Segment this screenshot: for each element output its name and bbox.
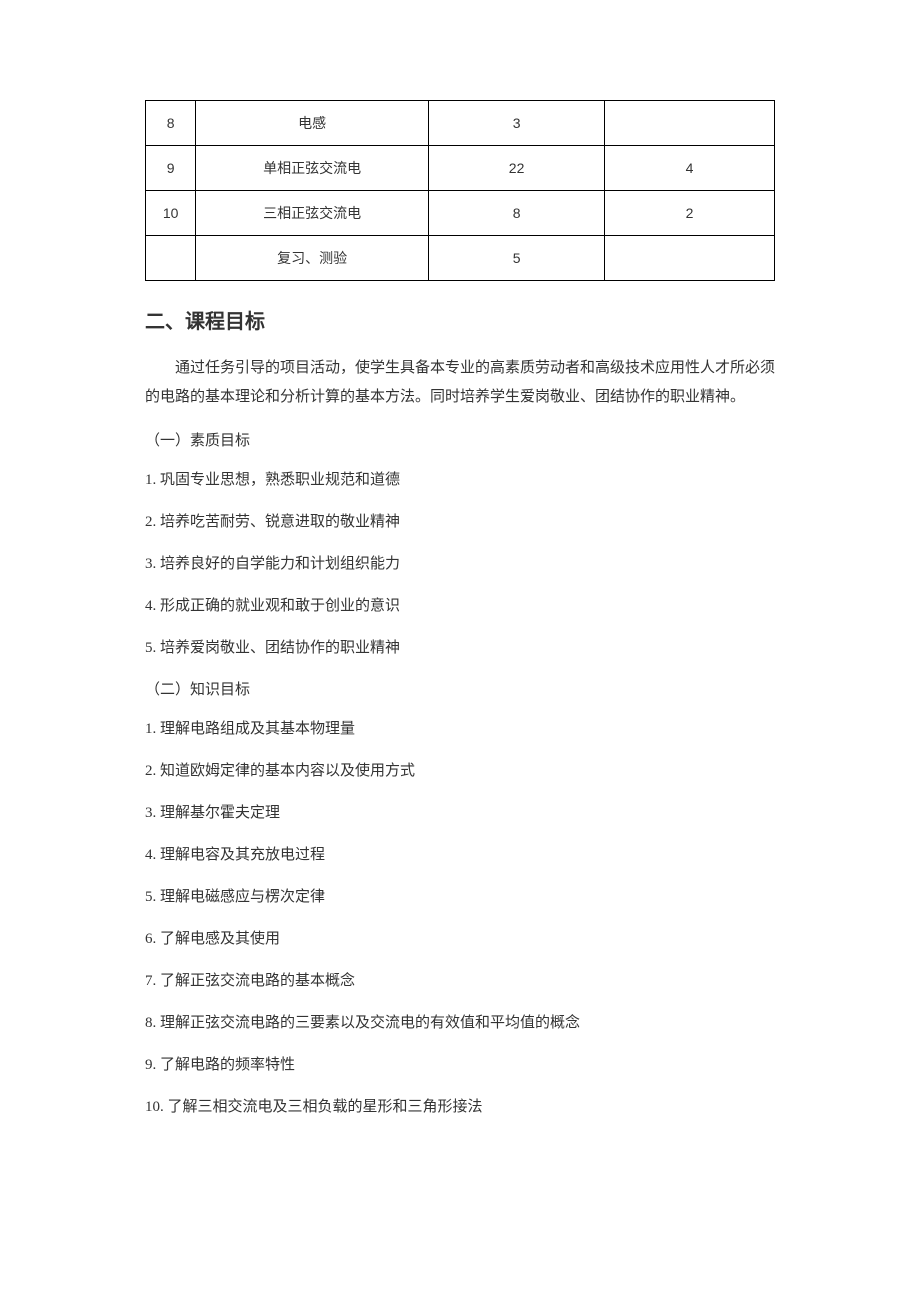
row-hours: 22 [429,146,605,191]
list-item: 5. 培养爱岗敬业、团结协作的职业精神 [145,636,775,660]
list-item: 4. 形成正确的就业观和敢于创业的意识 [145,594,775,618]
list-item: 2. 知道欧姆定律的基本内容以及使用方式 [145,759,775,783]
row-hours: 5 [429,236,605,281]
list-item: 4. 理解电容及其充放电过程 [145,843,775,867]
subsection-title: （二）知识目标 [145,678,775,699]
list-item: 6. 了解电感及其使用 [145,927,775,951]
row-topic: 电感 [196,101,429,146]
row-topic: 复习、测验 [196,236,429,281]
row-extra: 2 [605,191,775,236]
row-number: 9 [146,146,196,191]
row-hours: 3 [429,101,605,146]
list-item: 1. 理解电路组成及其基本物理量 [145,717,775,741]
list-item: 3. 理解基尔霍夫定理 [145,801,775,825]
row-extra: 4 [605,146,775,191]
table-row: 8 电感 3 [146,101,775,146]
section-heading: 二、课程目标 [145,305,775,334]
intro-paragraph: 通过任务引导的项目活动，使学生具备本专业的高素质劳动者和高级技术应用性人才所必须… [145,354,775,411]
list-item: 9. 了解电路的频率特性 [145,1053,775,1077]
list-item: 5. 理解电磁感应与楞次定律 [145,885,775,909]
row-topic: 单相正弦交流电 [196,146,429,191]
subsection-title: （一）素质目标 [145,429,775,450]
table-row: 复习、测验 5 [146,236,775,281]
list-item: 7. 了解正弦交流电路的基本概念 [145,969,775,993]
list-item: 1. 巩固专业思想，熟悉职业规范和道德 [145,468,775,492]
row-number [146,236,196,281]
row-hours: 8 [429,191,605,236]
list-item: 10. 了解三相交流电及三相负载的星形和三角形接法 [145,1095,775,1119]
table-row: 9 单相正弦交流电 22 4 [146,146,775,191]
list-item: 2. 培养吃苦耐劳、锐意进取的敬业精神 [145,510,775,534]
row-number: 8 [146,101,196,146]
row-extra [605,236,775,281]
list-item: 3. 培养良好的自学能力和计划组织能力 [145,552,775,576]
list-item: 8. 理解正弦交流电路的三要素以及交流电的有效值和平均值的概念 [145,1011,775,1035]
table-row: 10 三相正弦交流电 8 2 [146,191,775,236]
row-topic: 三相正弦交流电 [196,191,429,236]
course-hours-table: 8 电感 3 9 单相正弦交流电 22 4 10 三相正弦交流电 8 2 复习、… [145,100,775,281]
row-number: 10 [146,191,196,236]
row-extra [605,101,775,146]
